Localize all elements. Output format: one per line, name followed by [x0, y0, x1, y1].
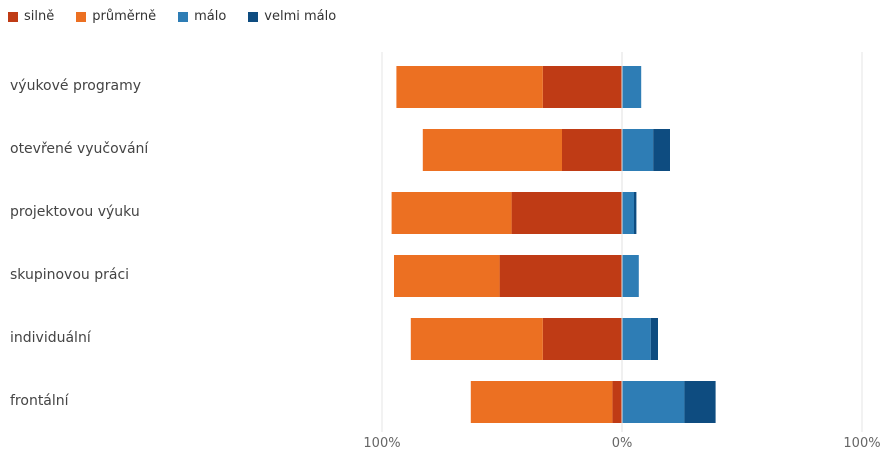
bar-projektovou-vyuku-silne	[511, 192, 622, 234]
bar-frontalni-prumerne	[470, 381, 613, 423]
category-label-skupinovou-praci: skupinovou práci	[10, 267, 130, 283]
category-label-otevrene-vyucovani: otevřené vyučování	[10, 141, 149, 157]
legend-label-prumerne: průměrně	[92, 9, 157, 24]
bars-group	[391, 66, 716, 423]
category-label-frontalni: frontální	[10, 393, 69, 409]
bar-vyukove-programy-malo	[622, 66, 642, 108]
bar-otevrene-vyucovani-silne	[562, 129, 622, 171]
bar-individualni-prumerne	[410, 318, 543, 360]
bar-projektovou-vyuku-velmi-malo	[634, 192, 637, 234]
legend-swatch-velmi-malo	[248, 11, 259, 22]
bar-frontalni-silne	[612, 381, 622, 423]
legend-swatch-silne	[8, 11, 18, 22]
x-tick-right: 100%	[843, 436, 880, 450]
bar-otevrene-vyucovani-velmi-malo	[653, 129, 670, 171]
bar-frontalni-malo	[622, 381, 685, 423]
bar-otevrene-vyucovani-prumerne	[422, 129, 562, 171]
bar-individualni-velmi-malo	[650, 318, 658, 360]
bar-skupinovou-praci-prumerne	[394, 255, 500, 297]
legend-item-velmi-malo: velmi málo	[248, 9, 336, 24]
bar-individualni-silne	[542, 318, 622, 360]
bar-otevrene-vyucovani-malo	[622, 129, 654, 171]
legend-label-malo: málo	[194, 9, 227, 24]
legend-swatch-malo	[178, 11, 189, 22]
category-label-individualni: individuální	[10, 330, 91, 346]
bar-frontalni-velmi-malo	[684, 381, 716, 423]
legend-item-malo: málo	[178, 9, 226, 24]
legend-label-silne: silně	[24, 9, 55, 24]
x-tick-left: 100%	[363, 436, 400, 450]
bar-skupinovou-praci-silne	[499, 255, 622, 297]
legend-item-silne: silně	[8, 9, 54, 24]
bar-vyukove-programy-prumerne	[396, 66, 543, 108]
legend-label-velmi-malo: velmi málo	[264, 9, 337, 24]
bar-vyukove-programy-silne	[542, 66, 622, 108]
legend-item-prumerne: průměrně	[76, 9, 156, 24]
category-label-vyukove-programy: výukové programy	[10, 78, 142, 94]
category-label-projektovou-vyuku: projektovou výuku	[10, 204, 140, 220]
x-tick-zero: 0%	[612, 436, 633, 450]
bar-individualni-malo	[622, 318, 651, 360]
legend: silně průměrně málo velmi málo	[8, 9, 336, 24]
bar-projektovou-vyuku-prumerne	[391, 192, 512, 234]
bar-projektovou-vyuku-malo	[622, 192, 634, 234]
bar-skupinovou-praci-malo	[622, 255, 639, 297]
legend-swatch-prumerne	[76, 11, 87, 22]
